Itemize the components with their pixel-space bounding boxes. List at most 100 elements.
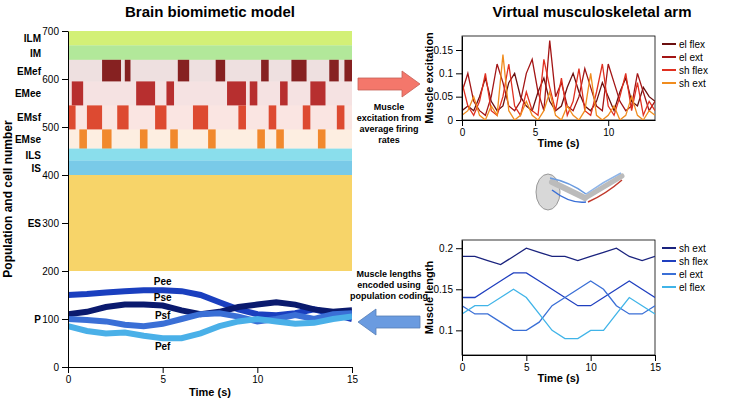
axis-line <box>462 241 463 356</box>
arrow: Muscle lengthsencoded usingpopulation co… <box>350 269 428 335</box>
tick: 5 <box>524 355 530 373</box>
tick-mark <box>352 367 353 373</box>
tick-mark <box>62 367 68 368</box>
burst <box>261 60 269 82</box>
tick: 0 <box>66 367 72 385</box>
tick: 0.15 <box>434 45 462 56</box>
tick: 5 <box>533 120 539 138</box>
title: Virtual musculoskeletal arm <box>493 3 692 20</box>
arrow-label: population coding <box>350 291 428 301</box>
population-label: IM <box>30 48 41 59</box>
axis-title: Population and cell number <box>1 120 15 278</box>
tick-label: 15 <box>650 362 662 373</box>
legend: el flexel extsh flexsh ext <box>662 39 708 89</box>
tick: 15 <box>347 367 359 385</box>
legend: sh extsh flexel extel flex <box>662 243 708 293</box>
legend-swatch <box>662 286 676 288</box>
tick-label: 400 <box>42 170 59 181</box>
burst <box>170 129 178 148</box>
tick-mark <box>68 367 69 373</box>
tick-mark <box>462 120 463 126</box>
burst <box>303 105 311 129</box>
legend-label: el flex <box>679 282 705 293</box>
tick-label: 0 <box>447 115 453 126</box>
tick: 0 <box>460 120 466 138</box>
burst <box>208 129 216 148</box>
tick: 0.15 <box>434 284 462 295</box>
tick: 0 <box>460 355 466 373</box>
arrow-shape <box>358 309 420 335</box>
tick-label: 5 <box>524 362 530 373</box>
tick-label: 0.15 <box>434 284 454 295</box>
tick-label: 0 <box>460 127 466 138</box>
x-axis: 0 5 10 <box>460 120 656 138</box>
burst <box>102 129 111 148</box>
raster-chart: ILMIMEMefEMeeEMsfEMseILSISESPPeePsePsfPe… <box>1 26 358 398</box>
series-label: Pse <box>154 292 172 303</box>
tick-mark <box>456 248 462 249</box>
arm-muscle <box>588 180 622 202</box>
population-band <box>68 129 352 148</box>
series-line <box>462 41 655 116</box>
tick-label: 0.1 <box>439 68 453 79</box>
tick-mark <box>62 223 68 224</box>
raster-marks <box>68 31 352 338</box>
tick: 0.2 <box>439 243 462 254</box>
legend-label: el flex <box>679 39 705 50</box>
tick: 10 <box>603 120 615 138</box>
tick: 0 <box>53 362 68 373</box>
population-label: EMef <box>17 66 42 77</box>
arrow-label: rates <box>378 135 400 145</box>
burst <box>269 105 277 129</box>
tick-mark <box>62 127 68 128</box>
axis-title: Time (s) <box>189 386 231 398</box>
axis-title: Muscle excitation <box>423 32 435 124</box>
tick: 500 <box>42 122 68 133</box>
legend-label: el ext <box>679 52 703 63</box>
burst <box>117 105 128 129</box>
title: Brain biomimetic model <box>125 3 295 20</box>
arrow-label: Muscle lengths <box>356 269 421 279</box>
series-line <box>462 281 655 330</box>
tick-label: 0.15 <box>434 45 454 56</box>
population-band <box>68 175 352 271</box>
burst <box>216 60 225 82</box>
burst <box>102 60 121 82</box>
x-axis: 0 5 10 15 <box>460 355 662 373</box>
series-line <box>462 289 655 338</box>
population-label: EMsf <box>17 112 42 123</box>
burst <box>250 81 258 105</box>
tick-mark <box>462 355 463 361</box>
legend-swatch <box>662 56 676 58</box>
tick-label: 0.1 <box>439 325 453 336</box>
axis-title: Time (s) <box>538 372 580 384</box>
population-label: IS <box>32 163 42 174</box>
arrow-shape <box>358 71 420 97</box>
tick-label: 5 <box>160 374 166 385</box>
legend-swatch <box>662 43 676 45</box>
tick-label: 0 <box>460 362 466 373</box>
burst <box>125 60 131 82</box>
population-label: EMse <box>15 134 42 145</box>
tick-mark <box>456 120 462 121</box>
axis-line <box>463 120 656 121</box>
arrow-label: Muscle <box>374 102 405 112</box>
tick: 300 <box>42 218 68 229</box>
tick: 5 <box>160 367 166 385</box>
plot-marks <box>462 41 655 120</box>
burst <box>178 60 189 82</box>
series-line <box>462 55 655 120</box>
legend-label: sh ext <box>679 243 706 254</box>
tick: 0.1 <box>439 68 462 79</box>
tick: 0.05 <box>434 91 462 102</box>
legend-swatch <box>662 247 676 249</box>
proprioceptive-line <box>68 317 352 339</box>
arrow: Muscleexcitation fromaverage firingrates <box>357 71 422 145</box>
population-band <box>68 81 352 105</box>
axis-line <box>463 355 656 356</box>
burst <box>318 129 326 148</box>
tick-label: 10 <box>586 362 598 373</box>
burst <box>72 81 83 105</box>
burst <box>310 81 325 105</box>
legend-label: sh ext <box>679 78 706 89</box>
